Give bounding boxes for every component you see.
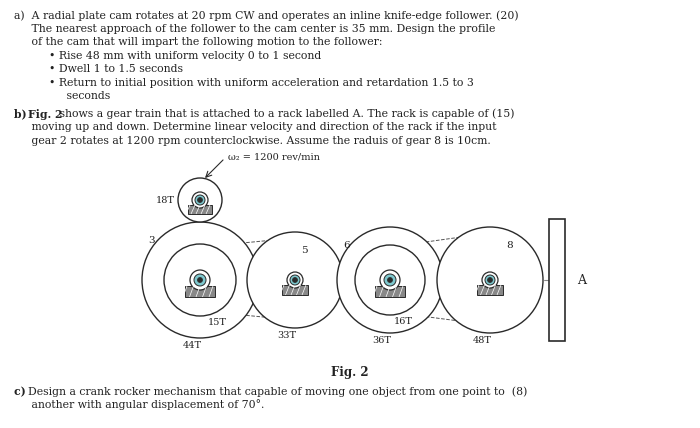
Circle shape <box>195 195 205 205</box>
Circle shape <box>192 192 208 208</box>
Text: of the cam that will impart the following motion to the follower:: of the cam that will impart the followin… <box>14 37 382 47</box>
Text: b): b) <box>14 109 30 119</box>
Text: 2: 2 <box>194 195 200 204</box>
Circle shape <box>388 277 393 282</box>
Text: Fig. 2: Fig. 2 <box>331 366 369 379</box>
Text: 44T: 44T <box>183 341 202 350</box>
Circle shape <box>287 272 303 288</box>
Circle shape <box>164 244 236 316</box>
Text: 4: 4 <box>191 275 197 284</box>
Text: 3: 3 <box>148 236 155 245</box>
Circle shape <box>194 274 206 286</box>
Text: A: A <box>577 274 586 287</box>
Bar <box>549 219 565 341</box>
Text: 5: 5 <box>301 246 307 255</box>
Text: seconds: seconds <box>14 91 111 101</box>
Circle shape <box>178 178 222 222</box>
Circle shape <box>482 272 498 288</box>
Text: another with angular displacement of 70°.: another with angular displacement of 70°… <box>14 399 265 410</box>
Circle shape <box>487 277 493 282</box>
Circle shape <box>384 274 396 286</box>
Circle shape <box>355 245 425 315</box>
Bar <box>188 205 212 214</box>
Text: 33T: 33T <box>277 331 297 340</box>
Text: Design a crank rocker mechanism that capable of moving one object from one point: Design a crank rocker mechanism that cap… <box>28 386 527 397</box>
Text: Fig. 2: Fig. 2 <box>28 109 62 119</box>
Circle shape <box>380 270 400 290</box>
Text: 15T: 15T <box>208 318 227 327</box>
Text: 7: 7 <box>381 275 387 284</box>
Bar <box>375 286 405 297</box>
Text: 8: 8 <box>506 241 512 250</box>
Text: moving up and down. Determine linear velocity and direction of the rack if the i: moving up and down. Determine linear vel… <box>14 122 496 132</box>
Circle shape <box>485 275 495 285</box>
Circle shape <box>290 275 300 285</box>
Text: • Rise 48 mm with uniform velocity 0 to 1 second: • Rise 48 mm with uniform velocity 0 to … <box>14 51 321 60</box>
Text: 16T: 16T <box>394 317 413 326</box>
Bar <box>282 285 308 295</box>
Circle shape <box>190 270 210 290</box>
Text: • Return to initial position with uniform acceleration and retardation 1.5 to 3: • Return to initial position with unifor… <box>14 77 474 87</box>
Circle shape <box>293 277 297 282</box>
Text: gear 2 rotates at 1200 rpm counterclockwise. Assume the raduis of gear 8 is 10cm: gear 2 rotates at 1200 rpm counterclockw… <box>14 136 491 146</box>
Text: 6: 6 <box>343 241 349 250</box>
Circle shape <box>437 227 543 333</box>
Text: 36T: 36T <box>372 336 391 345</box>
Circle shape <box>197 197 202 202</box>
Text: a)  A radial plate cam rotates at 20 rpm CW and operates an inline knife-edge fo: a) A radial plate cam rotates at 20 rpm … <box>14 10 519 21</box>
Text: 18T: 18T <box>156 196 175 205</box>
Text: The nearest approach of the follower to the cam center is 35 mm. Design the prof: The nearest approach of the follower to … <box>14 24 496 33</box>
Text: ω₂ = 1200 rev/min: ω₂ = 1200 rev/min <box>228 153 320 162</box>
Text: • Dwell 1 to 1.5 seconds: • Dwell 1 to 1.5 seconds <box>14 64 183 74</box>
Circle shape <box>337 227 443 333</box>
Text: 48T: 48T <box>473 336 491 345</box>
Circle shape <box>142 222 258 338</box>
Circle shape <box>197 277 202 282</box>
Bar <box>185 286 215 297</box>
Circle shape <box>247 232 343 328</box>
Bar <box>477 285 503 295</box>
Text: shows a gear train that is attached to a rack labelled A. The rack is capable of: shows a gear train that is attached to a… <box>56 109 514 119</box>
Text: c): c) <box>14 386 29 397</box>
